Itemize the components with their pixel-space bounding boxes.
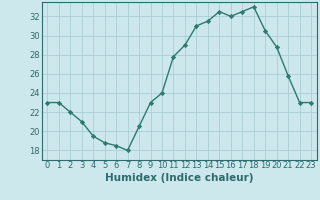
X-axis label: Humidex (Indice chaleur): Humidex (Indice chaleur) [105,173,253,183]
